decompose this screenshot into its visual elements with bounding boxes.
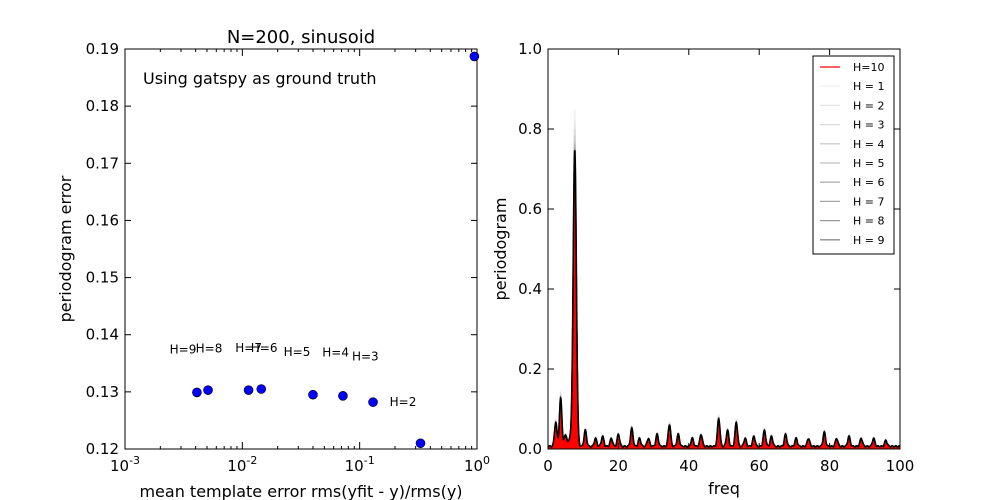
- left-y-axis-label: periodogram error: [56, 175, 75, 322]
- left-x-tick-label: 10-3: [110, 454, 140, 475]
- left-plot-area: [124, 48, 478, 450]
- right-y-tick-label: 0.4: [518, 280, 542, 298]
- right-x-axis-label: freq: [708, 479, 740, 498]
- legend-entry: H = 4: [853, 138, 884, 151]
- point-label: H=3: [352, 349, 379, 363]
- scatter-point: [415, 438, 426, 449]
- right-y-axis: 0.0 0.2 0.4 0.6 0.8 1.0: [518, 40, 900, 458]
- scatter-points: [192, 51, 480, 449]
- point-label: H=9: [170, 343, 197, 357]
- right-y-axis-label: periodogram: [491, 198, 510, 301]
- left-x-axis-label: mean template error rms(yfit - y)/rms(y): [139, 482, 462, 500]
- left-x-axis: 10-3 10-2 10-1 100: [110, 49, 490, 475]
- right-x-tick-label: 20: [609, 457, 628, 475]
- right-x-tick-label: 80: [820, 457, 839, 475]
- point-label: H=5: [284, 345, 311, 359]
- scatter-point: [469, 51, 480, 62]
- point-label: H=7: [235, 341, 262, 355]
- left-y-tick-label: 0.19: [86, 40, 119, 58]
- left-y-tick-label: 0.15: [86, 269, 119, 287]
- scatter-point: [203, 385, 213, 395]
- left-y-tick-label: 0.17: [86, 154, 119, 172]
- right-y-tick-label: 0.6: [518, 200, 542, 218]
- legend-entry: H = 3: [853, 119, 884, 132]
- right-y-tick-label: 0.0: [518, 440, 542, 458]
- left-chart: N=200, sinusoid 0.12 0.13 0.14 0.15 0.16 0.17…: [56, 27, 490, 500]
- point-label: H=6: [251, 341, 278, 355]
- legend-entry: H = 1: [853, 80, 884, 93]
- periodogram-series: [547, 108, 901, 449]
- scatter-point: [243, 385, 254, 395]
- point-labels: H=2 H=3H=4 H=5 H=6H=7 H=8H=9: [170, 341, 417, 409]
- right-y-tick-label: 0.2: [518, 360, 542, 378]
- scatter-point: [338, 391, 348, 401]
- right-y-tick-label: 0.8: [518, 120, 542, 138]
- point-label: H=8: [196, 341, 223, 355]
- legend: H=10 H = 1 H = 2 H = 3 H = 4 H = 5 H = 6 H = 7 H…: [812, 55, 895, 255]
- left-y-axis: 0.12 0.13 0.14 0.15 0.16 0.17 0.18 0.19: [86, 40, 477, 458]
- right-x-tick-label: 100: [886, 457, 915, 475]
- right-x-axis: 0 20 40 60 80 100: [543, 49, 914, 475]
- legend-entry: H = 2: [853, 99, 884, 112]
- right-x-tick-label: 40: [679, 457, 698, 475]
- point-label: H=4: [322, 345, 349, 359]
- left-y-tick-label: 0.13: [86, 383, 119, 401]
- left-x-tick-label: 10-2: [227, 454, 257, 475]
- series-line-outline: [547, 150, 901, 449]
- annotation-text: Using gatspy as ground truth: [143, 69, 376, 88]
- scatter-point: [308, 389, 318, 400]
- left-y-tick-label: 0.16: [86, 211, 119, 229]
- right-y-tick-label: 1.0: [518, 40, 542, 58]
- legend-entry: H = 9: [853, 234, 884, 247]
- legend-entry: H=10: [853, 61, 885, 74]
- legend-entry: H = 8: [853, 215, 884, 228]
- point-label: H=2: [390, 395, 417, 409]
- scatter-point: [368, 397, 378, 407]
- legend-entry: H = 5: [853, 157, 884, 170]
- legend-entry: H = 7: [853, 195, 884, 208]
- left-y-tick-label: 0.18: [86, 97, 119, 115]
- right-x-tick-label: 0: [543, 457, 553, 475]
- left-y-tick-label: 0.14: [86, 326, 119, 344]
- left-y-tick-label: 0.12: [86, 440, 119, 458]
- right-chart: 0.0 0.2 0.4 0.6 0.8 1.0 0 20 40 60 80 100 freq per…: [491, 40, 914, 498]
- scatter-point: [192, 387, 202, 398]
- legend-entry: H = 6: [853, 176, 884, 189]
- left-x-tick-label: 100: [464, 454, 490, 475]
- right-x-tick-label: 60: [750, 457, 769, 475]
- right-plot-frame: [547, 48, 901, 450]
- left-x-tick-label: 10-1: [345, 454, 375, 475]
- left-chart-title: N=200, sinusoid: [227, 27, 375, 48]
- scatter-point: [256, 384, 267, 394]
